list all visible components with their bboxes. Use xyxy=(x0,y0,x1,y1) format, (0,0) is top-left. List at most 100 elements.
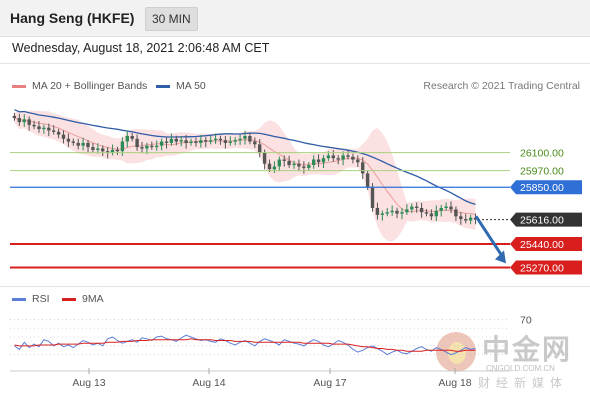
candle-body xyxy=(262,152,267,164)
candle-body xyxy=(243,136,247,139)
candle-body xyxy=(199,140,203,143)
candle-body xyxy=(346,155,350,157)
support-1-label: 25440.00 xyxy=(520,239,564,251)
support-1-label-bg xyxy=(510,237,582,251)
candle-body xyxy=(179,140,183,142)
candle-body xyxy=(321,158,326,163)
ma50-line xyxy=(14,109,476,206)
last-price-label: 25616.00 xyxy=(520,215,564,227)
chart-datetime: Wednesday, August 18, 2021 2:06:48 AM CE… xyxy=(12,41,270,55)
legend-rsi: RSI xyxy=(12,293,50,305)
candle-body xyxy=(213,138,218,141)
candle-body xyxy=(302,166,306,168)
candle-body xyxy=(400,212,404,214)
candle-body xyxy=(444,206,448,208)
watermark: 中金网 CNGOLD.COM.CN 财经新媒体 xyxy=(432,326,582,390)
rsi-level-label: 70 xyxy=(520,314,532,326)
forecast-arrow xyxy=(474,215,505,259)
candle-body xyxy=(164,141,169,143)
candle-body xyxy=(27,119,31,125)
candle-body xyxy=(91,147,95,150)
candle-body xyxy=(297,163,301,167)
x-tick-label: Aug 13 xyxy=(72,377,105,389)
candle-body xyxy=(380,213,384,215)
candle-body xyxy=(61,134,66,139)
x-tick-label: Aug 17 xyxy=(313,377,346,389)
timeframe-button[interactable]: 30 MIN xyxy=(145,7,198,31)
candle-body xyxy=(395,210,399,214)
candle-body xyxy=(86,142,90,148)
watermark-logo xyxy=(436,332,476,372)
ma50-label: MA 50 xyxy=(176,80,206,92)
candle-body xyxy=(150,145,154,148)
chart-header: Hang Seng (HKFE) 30 MIN xyxy=(0,0,590,37)
candle-body xyxy=(336,158,340,160)
candle-body xyxy=(468,217,473,221)
rsi-label: RSI xyxy=(32,293,50,305)
candle-body xyxy=(130,136,134,139)
candle-body xyxy=(12,115,17,118)
legend-ma50: MA 50 xyxy=(156,80,206,92)
candle-body xyxy=(415,206,419,208)
candle-body xyxy=(96,148,100,150)
candle-body xyxy=(71,141,75,143)
candle-body xyxy=(194,141,198,143)
candle-body xyxy=(32,124,36,127)
candle-body xyxy=(410,206,414,210)
candle-body xyxy=(459,216,463,220)
candle-body xyxy=(155,145,159,148)
candle-body xyxy=(351,156,355,160)
candle-body xyxy=(169,138,174,143)
candle-body xyxy=(110,149,115,153)
x-tick-label: Aug 14 xyxy=(192,377,225,389)
legend-rsi-ma: 9MA xyxy=(62,293,104,305)
candle-body xyxy=(253,141,257,145)
bollinger-swatch xyxy=(12,84,26,88)
rsi-swatch xyxy=(12,297,26,301)
candle-body xyxy=(454,209,458,217)
candle-body xyxy=(140,147,144,149)
divider xyxy=(0,63,590,64)
x-tick-label: Aug 18 xyxy=(438,377,471,389)
credit-text: Research © 2021 Trading Central xyxy=(423,80,580,92)
candle-body xyxy=(473,217,478,220)
watermark-tagline: 财经新媒体 xyxy=(478,376,569,390)
candle-body xyxy=(439,208,443,211)
candle-body xyxy=(145,145,149,149)
candle-body xyxy=(105,151,110,153)
candle-body xyxy=(174,138,178,142)
candle-body xyxy=(316,159,321,163)
bollinger-band xyxy=(14,110,476,242)
candle-body xyxy=(204,140,208,142)
candle-body xyxy=(429,213,434,217)
rsi-line xyxy=(14,334,476,356)
candle-body xyxy=(218,138,223,141)
candle-body xyxy=(365,173,370,188)
candle-body xyxy=(292,163,296,166)
candle-body xyxy=(66,138,71,142)
candle-body xyxy=(361,162,365,174)
last-price-label-bg xyxy=(510,212,582,227)
candle-body xyxy=(76,142,80,146)
candle-body xyxy=(81,142,85,146)
candle-body xyxy=(189,141,193,143)
legend-bollinger: MA 20 + Bollinger Bands xyxy=(12,80,147,92)
candle-body xyxy=(390,210,394,213)
candle-body xyxy=(424,212,429,214)
candle-body xyxy=(101,148,105,152)
candle-body xyxy=(385,212,389,214)
candle-body xyxy=(449,206,453,210)
candle-body xyxy=(228,141,232,143)
candle-body xyxy=(135,138,139,148)
candle-body xyxy=(375,208,380,215)
candle-body xyxy=(312,159,316,165)
watermark-brand: 中金网 xyxy=(482,333,573,366)
candle-body xyxy=(405,209,409,213)
candle-body xyxy=(248,136,252,142)
candle-body xyxy=(356,159,360,163)
rsi-ma-swatch xyxy=(62,297,76,301)
candle-body xyxy=(282,159,286,161)
ma50-swatch xyxy=(156,84,170,88)
candle-body xyxy=(56,131,61,135)
